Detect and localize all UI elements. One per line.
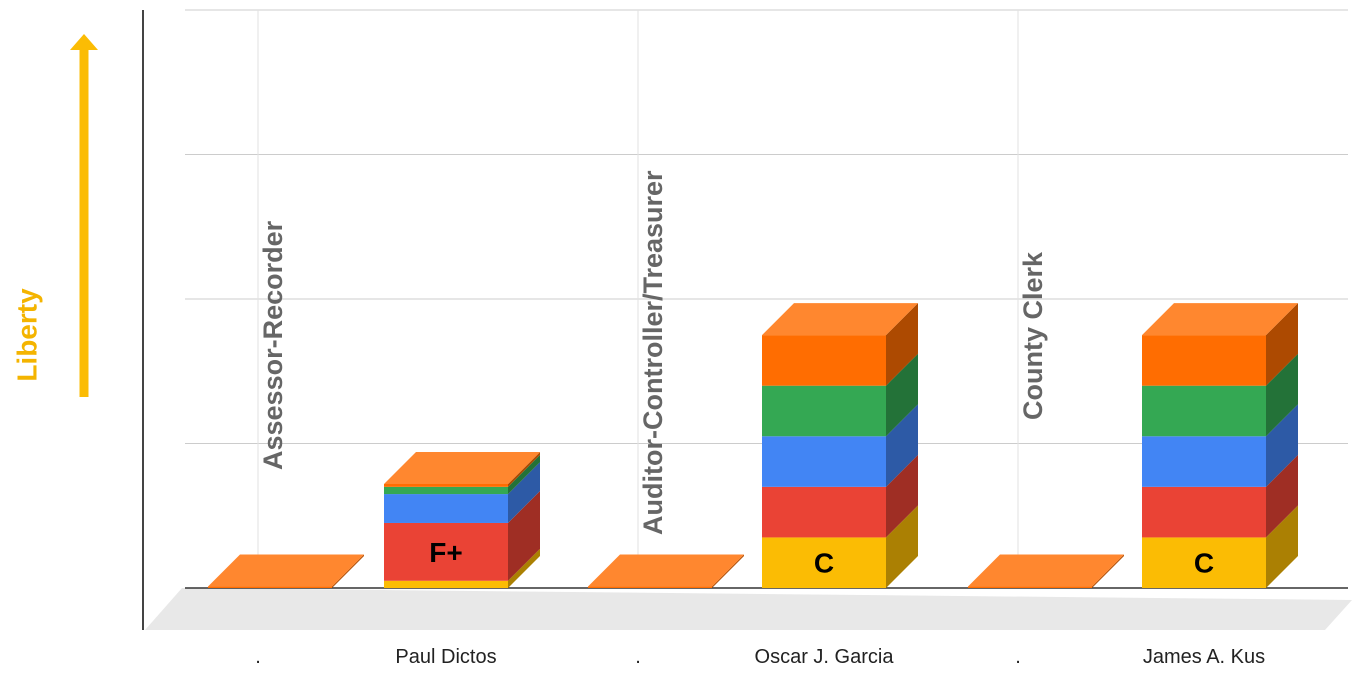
bar-segment-side [508, 548, 540, 588]
bar-segment-front [1142, 486, 1266, 538]
bar-segment-side [886, 404, 918, 487]
bar-segment-front [762, 436, 886, 487]
category-tick-label: Paul Dictos [395, 646, 496, 668]
section-label: Auditor-Controller/Treasurer [638, 170, 668, 535]
bar-segment-side [886, 454, 918, 538]
bar-segment-side [508, 451, 540, 487]
bar-segment-front [384, 486, 508, 495]
bar-segment-front [762, 335, 886, 386]
grade-label: F+ [429, 537, 462, 568]
bar-segment-front [384, 522, 508, 581]
bar-segment-side [508, 490, 540, 581]
bar-segment-side [1266, 404, 1298, 487]
bar-top-face [1142, 303, 1298, 336]
bar-top-face [208, 554, 364, 587]
liberty-arrow-head [70, 34, 98, 50]
bar-segment-front [588, 586, 712, 588]
bar-segment-front [762, 537, 886, 588]
section-label: County Clerk [1018, 251, 1048, 420]
bar-segment-side [1266, 303, 1298, 386]
y-axis-title: Liberty [6, 260, 50, 410]
bar-segment-side [1092, 554, 1124, 588]
bar-top-face [968, 554, 1124, 587]
bar-segment-side [712, 554, 744, 588]
bar-top-face [588, 554, 744, 587]
grade-label: C [1194, 548, 1214, 579]
bar-segment-front [1142, 537, 1266, 588]
bar-segment-front [968, 586, 1092, 588]
category-tick-label: James A. Kus [1143, 646, 1265, 668]
bar-segment-side [1266, 505, 1298, 588]
category-tick-label: . [635, 646, 641, 668]
bar-segment-front [762, 486, 886, 538]
category-tick-label: . [1015, 646, 1021, 668]
bar-segment-side [886, 505, 918, 588]
category-tick-label: Oscar J. Garcia [755, 646, 895, 668]
bar-segment-side [332, 554, 364, 588]
bar-segment-side [1266, 353, 1298, 437]
bar-segment-front [384, 580, 508, 588]
grade-label: C [814, 548, 834, 579]
bar-segment-side [508, 462, 540, 523]
bar-segment-front [1142, 385, 1266, 437]
bar-segment-front [1142, 335, 1266, 386]
bar-segment-side [886, 303, 918, 386]
chart-floor [145, 588, 1352, 630]
bar-segment-front [384, 483, 508, 487]
bar-segment-side [508, 454, 540, 495]
section-label: Assessor-Recorder [258, 220, 288, 470]
bar-segment-front [208, 586, 332, 588]
bar-top-face [384, 451, 540, 484]
bar-segment-front [762, 385, 886, 437]
y-axis-title-text: Liberty [12, 288, 44, 382]
bar-top-face [762, 303, 918, 336]
bar-segment-front [1142, 436, 1266, 487]
bar-segment-side [1266, 454, 1298, 538]
bar-segment-side [886, 353, 918, 437]
bar-segment-front [384, 494, 508, 523]
category-tick-label: . [255, 646, 261, 668]
